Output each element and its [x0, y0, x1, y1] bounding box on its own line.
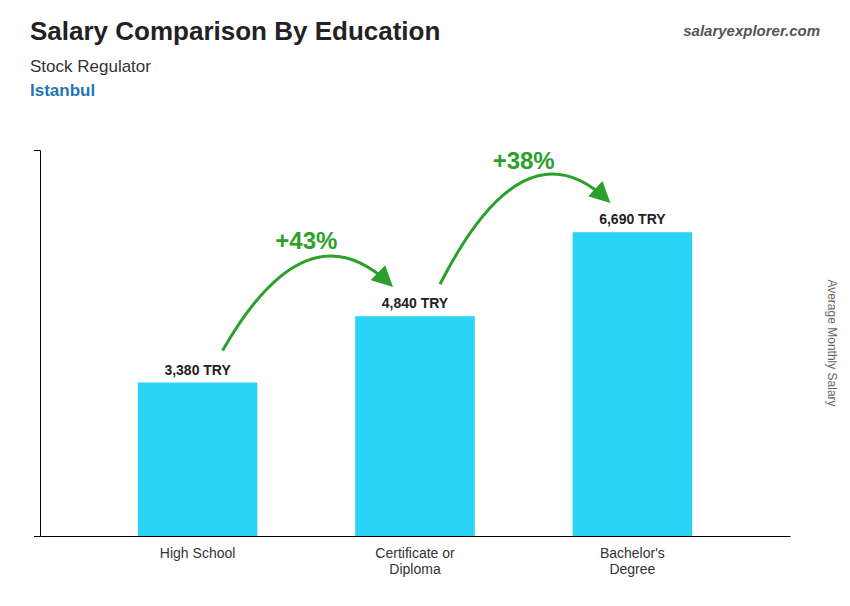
- data-labels: 3,380 TRY 4,840 TRY 6,690 TRY: [164, 211, 666, 377]
- y-axis: [34, 151, 41, 537]
- x-tick: Certificate orDiploma: [375, 545, 455, 577]
- y-axis-line: [34, 151, 41, 537]
- arrow: [440, 174, 607, 284]
- bar: [355, 316, 475, 536]
- x-axis: High School Certificate orDiploma Bachelor…: [41, 537, 791, 578]
- x-tick: Bachelor'sDegree: [600, 545, 665, 577]
- title: Salary Comparison By Education: [30, 16, 440, 46]
- source: salaryexplorer.com: [683, 22, 820, 39]
- y-axis-title: Average Monthly Salary: [825, 279, 839, 406]
- x-tick: High School: [160, 545, 236, 561]
- subtitle: Istanbul: [30, 81, 95, 100]
- annotations: +43% +38%: [223, 147, 608, 350]
- bar: [138, 383, 258, 536]
- x-tick-label: Bachelor'sDegree: [600, 545, 665, 577]
- bar: [573, 232, 693, 536]
- chart: Salary Comparison By Education Stock Regu…: [0, 0, 850, 606]
- data-label: 4,840 TRY: [382, 295, 449, 311]
- arrow: [223, 256, 390, 351]
- data-label: 6,690 TRY: [599, 211, 666, 227]
- data-label: 3,380 TRY: [164, 362, 231, 378]
- bars: [138, 232, 692, 536]
- x-axis-line: [41, 536, 791, 537]
- plot: High School Certificate orDiploma Bachelor…: [34, 147, 791, 577]
- annotation: +43%: [275, 227, 337, 254]
- annotation: +38%: [493, 147, 555, 174]
- x-tick-label: Certificate orDiploma: [375, 545, 455, 577]
- subtitle: Stock Regulator: [30, 57, 151, 76]
- x-tick-label: High School: [160, 545, 236, 561]
